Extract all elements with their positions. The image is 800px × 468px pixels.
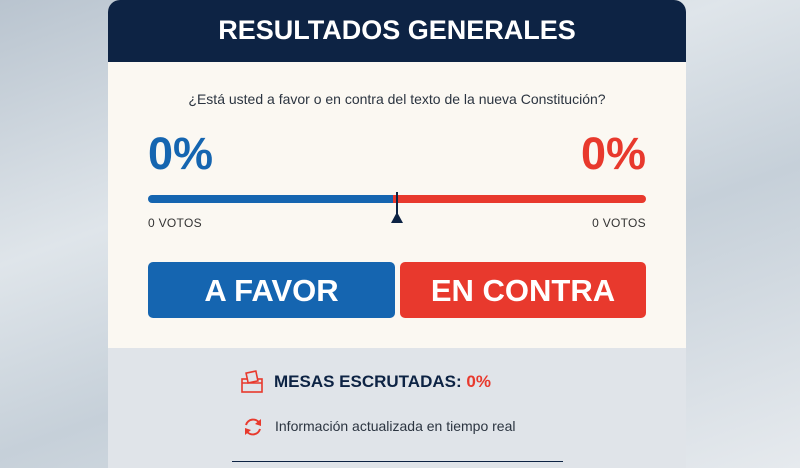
favor-percent: 0% <box>148 128 214 179</box>
mesas-value: 0% <box>466 372 491 391</box>
results-panel: RESULTADOS GENERALES ¿Está usted a favor… <box>108 0 686 468</box>
favor-bar <box>148 195 398 203</box>
header-title: RESULTADOS GENERALES <box>218 15 576 45</box>
favor-button[interactable]: A FAVOR <box>148 262 395 318</box>
contra-percent: 0% <box>580 128 646 179</box>
contra-bar <box>397 195 646 203</box>
ballot-icon <box>241 370 263 393</box>
update-note: Información actualizada en tiempo real <box>275 418 516 434</box>
mesas-label: MESAS ESCRUTADAS: <box>274 372 462 391</box>
divider <box>232 461 563 462</box>
mid-marker <box>391 212 403 223</box>
favor-votes: 0 VOTOS <box>148 216 202 230</box>
footer: MESAS ESCRUTADAS: 0% Información actuali… <box>108 348 686 468</box>
split-bar <box>148 192 646 223</box>
contra-button[interactable]: EN CONTRA <box>400 262 646 318</box>
contra-votes: 0 VOTOS <box>592 216 646 230</box>
mesas-line: MESAS ESCRUTADAS: 0% <box>274 372 491 392</box>
panel-header: RESULTADOS GENERALES <box>108 0 686 62</box>
question: ¿Está usted a favor o en contra del text… <box>188 91 606 107</box>
refresh-icon <box>245 418 261 436</box>
